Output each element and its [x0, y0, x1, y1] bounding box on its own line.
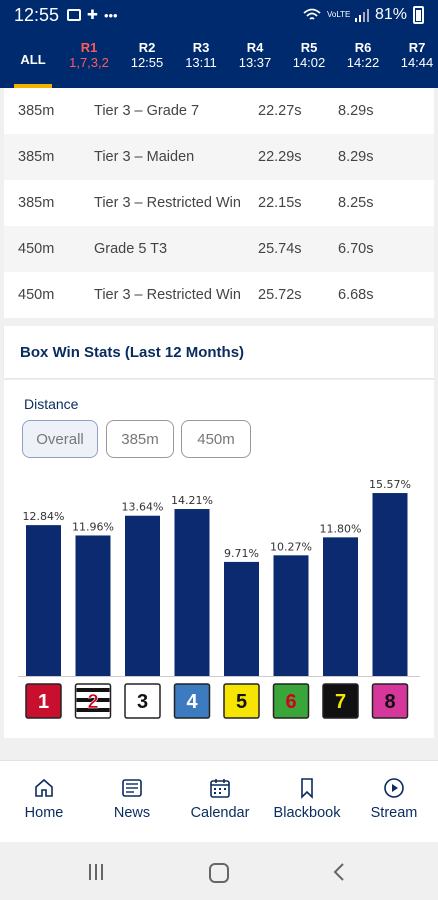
calendar-icon	[210, 779, 230, 798]
bar-box-5	[224, 561, 259, 676]
box-tile-5	[223, 683, 260, 719]
data-label-box-5: 9.71%	[224, 547, 259, 560]
tab-r4[interactable]: R4 13:37	[238, 40, 272, 70]
nav-stream[interactable]: Stream	[354, 777, 434, 821]
data-label-box-3: 13.64%	[122, 501, 164, 514]
app-icon: ✚	[87, 7, 98, 22]
distance-option-450m[interactable]: 450m	[181, 420, 251, 458]
data-label-box-1: 12.84%	[23, 510, 65, 523]
play-icon	[384, 778, 404, 798]
data-label-box-2: 11.96%	[72, 520, 114, 533]
tab-r1[interactable]: R1 1,7,3,2	[69, 40, 109, 70]
data-label-box-8: 15.57%	[369, 480, 411, 491]
box-stripe	[76, 708, 110, 712]
bottom-nav: Home News Calendar Blackbook Stream	[0, 760, 438, 842]
more-notifications-icon: •••	[103, 7, 118, 23]
tab-r3[interactable]: R3 13:11	[185, 40, 217, 70]
battery-icon	[413, 6, 424, 24]
gallery-icon	[67, 9, 82, 21]
tab-r2[interactable]: R2 12:55	[130, 40, 164, 70]
data-label-box-4: 14.21%	[171, 494, 213, 507]
battery-percent: 81%	[374, 6, 407, 23]
tab-all[interactable]: ALL	[10, 38, 56, 88]
bar-box-3	[125, 515, 160, 676]
race-tabs: ALL R1 1,7,3,2 R2 12:55 R3 13:11 R4 13:3…	[0, 30, 438, 88]
box-tile-6	[272, 683, 310, 719]
home-button-icon[interactable]	[208, 862, 230, 884]
bookmark-icon	[301, 778, 313, 799]
tick-label-box-7: 7	[335, 691, 346, 713]
bar-box-4	[174, 509, 210, 676]
box-tile-4	[173, 683, 211, 719]
tick-label-box-2: 2	[87, 691, 98, 713]
distance-option-overall[interactable]: Overall	[22, 420, 98, 458]
bar-chart: 12.84% 1 11.96% 2 13.64% 3 14.21% 4 9.71% 5 10.27%…	[18, 480, 420, 719]
tick-label-box-6: 6	[285, 691, 296, 713]
volte-label: VoLTE	[326, 10, 351, 19]
status-bar: 12:55 ✚ ••• VoLTE 81%	[0, 0, 438, 30]
nav-news[interactable]: News	[92, 777, 172, 821]
table-row: 450m Grade 5 T3 25.74s 6.70s	[4, 226, 434, 272]
box-win-chart: 12.84% 1 11.96% 2 13.64% 3 14.21% 4 9.71% 5 10.27%…	[4, 480, 434, 730]
signal-icon	[354, 9, 369, 22]
nav-calendar[interactable]: Calendar	[180, 777, 260, 821]
tick-label-box-3: 3	[137, 691, 148, 713]
wifi-icon	[303, 8, 321, 20]
distance-label: Distance	[24, 396, 79, 412]
box-stripe	[76, 698, 110, 702]
box-win-stats-header: Box Win Stats (Last 12 Months)	[4, 326, 434, 378]
results-table: 385m Tier 3 – Grade 7 22.27s 8.29s 385m …	[4, 88, 434, 318]
status-time: 12:55	[14, 4, 60, 25]
box-win-stats-card: Distance Overall 385m 450m 12.84% 1 11.96%…	[4, 380, 434, 738]
tick-label-box-1: 1	[38, 691, 49, 713]
nav-blackbook[interactable]: Blackbook	[267, 777, 347, 821]
table-row: 385m Tier 3 – Restricted Win 22.15s 8.25…	[18, 195, 374, 211]
bar-box-8	[372, 493, 408, 676]
data-label-box-6: 10.27%	[270, 540, 312, 553]
system-nav-bar	[0, 842, 438, 900]
tick-label-box-4: 4	[186, 691, 198, 713]
box-tile-7	[322, 683, 359, 719]
distance-option-385m[interactable]: 385m	[106, 420, 174, 458]
bar-box-7	[323, 537, 358, 676]
nav-home[interactable]: Home	[4, 777, 84, 821]
section-title: Box Win Stats (Last 12 Months)	[20, 343, 245, 361]
home-icon	[35, 778, 53, 797]
box-stripe	[76, 688, 110, 692]
recent-apps-icon[interactable]	[86, 862, 106, 882]
data-label-box-7: 11.80%	[320, 522, 362, 535]
table-row: 385m Tier 3 – Maiden 22.29s 8.29s	[4, 134, 434, 180]
table-row: 450m Tier 3 – Restricted Win 25.72s 6.68…	[18, 287, 374, 303]
news-icon	[122, 779, 142, 797]
table-row: 385m Tier 3 – Grade 7 22.27s 8.29s	[18, 103, 374, 119]
box-tile-8	[371, 683, 409, 719]
bar-box-1	[26, 525, 61, 676]
bar-box-6	[273, 555, 309, 676]
tab-r7[interactable]: R7 14:44	[400, 40, 434, 70]
tick-label-box-8: 8	[384, 691, 395, 713]
tab-r5[interactable]: R5 14:02	[292, 40, 326, 70]
tick-label-box-5: 5	[236, 691, 247, 713]
bar-box-2	[75, 535, 111, 676]
back-icon[interactable]	[332, 862, 346, 882]
tab-r6[interactable]: R6 14:22	[346, 40, 380, 70]
box-tile-3	[124, 683, 161, 719]
box-tile-1	[25, 683, 62, 719]
